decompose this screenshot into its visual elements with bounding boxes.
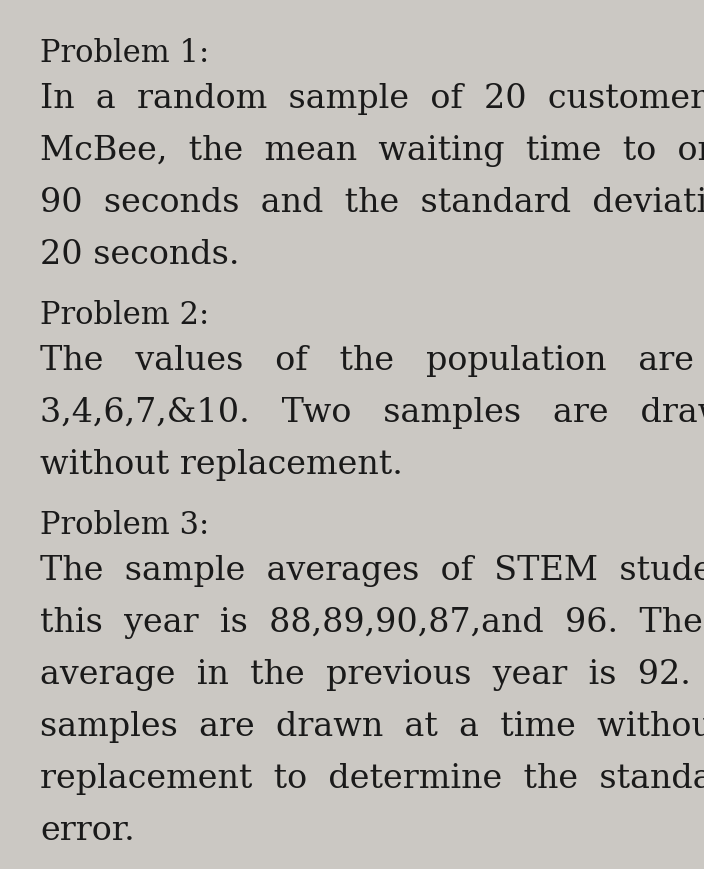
Text: error.: error. [40, 815, 134, 847]
Text: without replacement.: without replacement. [40, 449, 403, 481]
Text: 20 seconds.: 20 seconds. [40, 239, 239, 271]
Text: Problem 3:: Problem 3: [40, 510, 209, 541]
Text: McBee,  the  mean  waiting  time  to  order  is: McBee, the mean waiting time to order is [40, 136, 704, 167]
Text: Problem 1:: Problem 1: [40, 38, 209, 69]
Text: average  in  the  previous  year  is  92.  Two: average in the previous year is 92. Two [40, 660, 704, 691]
Text: The   values   of   the   population   are: The values of the population are [40, 345, 694, 377]
Text: samples  are  drawn  at  a  time  without: samples are drawn at a time without [40, 711, 704, 743]
Text: 90  seconds  and  the  standard  deviation  is: 90 seconds and the standard deviation is [40, 187, 704, 219]
Text: 3,4,6,7,&10.   Two   samples   are   drawn: 3,4,6,7,&10. Two samples are drawn [40, 397, 704, 429]
Text: The  sample  averages  of  STEM  students: The sample averages of STEM students [40, 555, 704, 587]
Text: this  year  is  88,89,90,87,and  96.  The  usual: this year is 88,89,90,87,and 96. The usu… [40, 607, 704, 640]
Text: In  a  random  sample  of  20  customers  at: In a random sample of 20 customers at [40, 83, 704, 116]
Text: replacement  to  determine  the  standard: replacement to determine the standard [40, 763, 704, 795]
Text: Problem 2:: Problem 2: [40, 300, 209, 331]
